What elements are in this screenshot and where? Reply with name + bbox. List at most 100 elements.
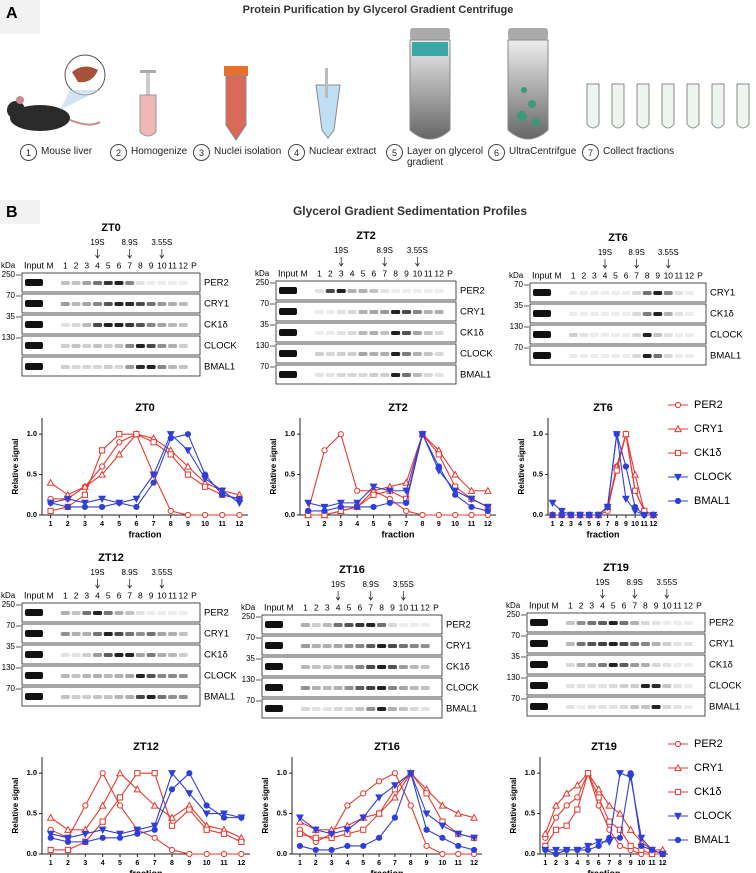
data-point <box>99 834 106 841</box>
band <box>114 365 124 369</box>
data-point <box>452 491 459 498</box>
series-line <box>552 434 654 516</box>
data-point <box>674 812 682 821</box>
band <box>434 352 444 356</box>
data-point <box>403 499 410 506</box>
data-point <box>595 802 602 809</box>
protein-label: CLOCK <box>709 681 742 692</box>
lane-label: 8 <box>643 600 648 610</box>
band <box>387 707 398 711</box>
band <box>369 310 379 314</box>
data-point <box>132 495 141 503</box>
band <box>157 611 167 615</box>
data-point <box>220 830 228 837</box>
x-tick-label: 12 <box>470 860 478 867</box>
lane-label: 8 <box>138 260 143 270</box>
x-tick-label: 4 <box>101 860 105 867</box>
data-point <box>116 830 124 838</box>
lane-label: 3 <box>84 260 89 270</box>
sedimentation-marker: 8.9S <box>121 568 137 577</box>
band <box>114 323 124 327</box>
lane-label: 2 <box>581 270 586 280</box>
band <box>60 281 70 285</box>
data-point <box>47 507 54 515</box>
data-point <box>116 499 123 506</box>
band <box>600 354 610 358</box>
x-axis-label: fraction <box>587 868 620 873</box>
x-tick-label: 6 <box>388 521 392 528</box>
band <box>135 344 145 348</box>
data-point <box>185 790 194 798</box>
protein-label: CLOCK <box>460 349 493 360</box>
band <box>683 642 693 646</box>
chart-title: ZT0 <box>135 402 155 414</box>
lane-label: 7 <box>127 260 132 270</box>
legend-label: CRY1 <box>694 423 723 435</box>
step: 7 Collect fractions <box>582 144 674 161</box>
band <box>178 695 188 699</box>
band <box>125 302 135 306</box>
data-point <box>116 802 124 809</box>
data-point <box>558 511 565 519</box>
data-point <box>552 814 560 821</box>
lane-label: 12 <box>434 268 444 278</box>
band <box>322 644 332 648</box>
blot-strip <box>275 322 457 343</box>
band <box>568 312 578 316</box>
band <box>401 310 412 314</box>
band <box>103 281 113 285</box>
kda-label: 70 <box>514 280 523 289</box>
band <box>673 642 683 646</box>
sedimentation-marker: 3.55S <box>658 248 679 257</box>
band <box>146 632 156 636</box>
input-band <box>25 672 43 679</box>
data-point <box>47 846 54 854</box>
data-point <box>133 431 140 438</box>
data-point <box>638 842 645 850</box>
band <box>576 705 586 709</box>
band <box>125 365 135 369</box>
sedimentation-marker: 8.9S <box>121 238 137 247</box>
band <box>642 291 652 295</box>
band <box>322 665 332 669</box>
kda-label: 250 <box>507 610 521 619</box>
band <box>409 707 419 711</box>
band <box>366 665 376 669</box>
fraction-tubes-icon <box>586 83 750 129</box>
band <box>114 653 124 657</box>
lane-label: 9 <box>149 590 154 600</box>
x-tick-label: 4 <box>345 860 349 867</box>
band <box>300 665 311 669</box>
blot-title: ZT12 <box>98 552 124 564</box>
x-axis-label: fraction <box>381 529 414 539</box>
band <box>621 333 631 337</box>
lane-label: 5 <box>361 268 366 278</box>
kda-header: kDa <box>509 271 524 280</box>
x-tick-label: 6 <box>596 521 600 528</box>
data-point <box>586 511 593 519</box>
band <box>344 686 354 690</box>
data-point <box>613 431 620 438</box>
y-tick-label: 0.5 <box>285 470 295 479</box>
band <box>135 323 145 327</box>
kda-header: kDa <box>506 601 521 610</box>
input-band <box>279 371 297 378</box>
band <box>619 642 629 646</box>
step-number: 1 <box>20 144 37 161</box>
band <box>387 623 398 627</box>
blot-strip <box>261 656 443 677</box>
blot-strip <box>21 356 201 377</box>
data-point <box>438 822 447 830</box>
sedimentation-marker: 3.55S <box>151 568 172 577</box>
data-point <box>391 770 399 777</box>
band <box>71 302 81 306</box>
input-band <box>265 684 283 691</box>
lane-label: 4 <box>336 602 341 612</box>
band <box>146 302 156 306</box>
x-tick-label: 9 <box>187 860 191 867</box>
band <box>178 611 188 615</box>
input-band <box>25 693 43 700</box>
protein-label: CK1δ <box>460 328 484 339</box>
band <box>401 373 412 377</box>
x-tick-label: 3 <box>565 860 569 867</box>
